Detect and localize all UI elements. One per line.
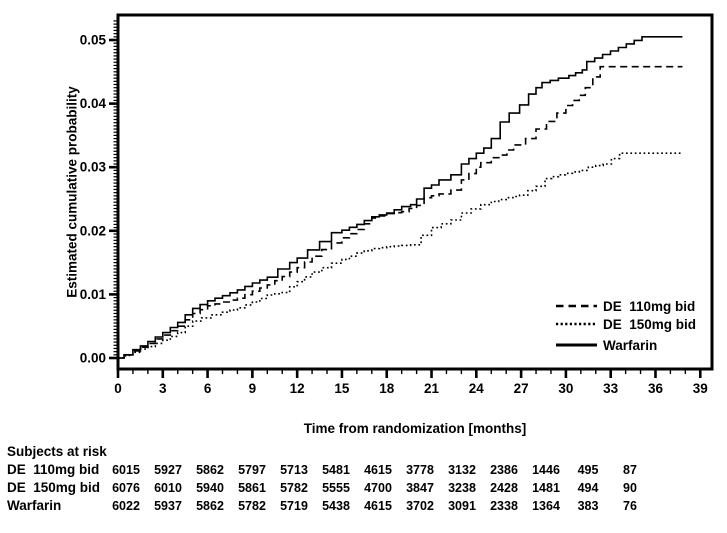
- x-tick-label: 27: [514, 381, 529, 396]
- risk-count: 3238: [448, 481, 476, 495]
- x-tick-label: 24: [469, 381, 485, 396]
- risk-count: 5797: [238, 463, 266, 477]
- risk-count: 5438: [322, 499, 350, 513]
- risk-count: 495: [577, 463, 599, 477]
- risk-count: 5555: [322, 481, 350, 495]
- risk-count: 4615: [364, 463, 392, 477]
- legend-label: DE 110mg bid: [603, 299, 695, 314]
- risk-count: 5713: [280, 463, 308, 477]
- risk-row-label: DE 150mg bid: [7, 480, 101, 495]
- risk-count: 5719: [280, 499, 308, 513]
- x-major-ticks: 0 3 6 9 12 15 18 21 24 27 30 33 36 39: [114, 369, 708, 396]
- x-tick-label: 9: [249, 381, 257, 396]
- risk-count: 5927: [154, 463, 182, 477]
- x-tick-label: 0: [114, 381, 122, 396]
- risk-count: 3091: [448, 499, 476, 513]
- risk-count: 2338: [490, 499, 518, 513]
- x-axis-title: Time from randomization [months]: [303, 421, 527, 436]
- legend: DE 110mg bid DE 150mg bid Warfarin: [556, 299, 696, 353]
- risk-count: 3702: [406, 499, 434, 513]
- risk-count: 87: [623, 463, 637, 477]
- x-tick-label: 12: [290, 381, 305, 396]
- risk-count: 76: [623, 499, 637, 513]
- risk-count: 494: [577, 481, 599, 495]
- risk-count: 6022: [112, 499, 140, 513]
- y-tick-label: 0.05: [80, 33, 107, 48]
- y-major-ticks: 0.00 0.01 0.02 0.03 0.04 0.05: [80, 33, 118, 366]
- risk-count: 4700: [364, 481, 392, 495]
- x-tick-label: 39: [693, 381, 708, 396]
- risk-count: 2386: [490, 463, 518, 477]
- risk-count: 383: [577, 499, 599, 513]
- risk-count: 90: [623, 481, 637, 495]
- risk-count: 3778: [406, 463, 434, 477]
- risk-count: 2428: [490, 481, 518, 495]
- risk-row-label: Warfarin: [7, 498, 62, 513]
- risk-count: 5937: [154, 499, 182, 513]
- y-tick-label: 0.02: [80, 223, 106, 238]
- y-tick-label: 0.00: [80, 351, 106, 366]
- x-tick-label: 6: [204, 381, 212, 396]
- risk-count: 1364: [532, 499, 560, 513]
- y-minor-ticks: [113, 20, 118, 359]
- curve-de-150mg-bid: [118, 152, 683, 359]
- risk-count: 6015: [112, 463, 140, 477]
- x-tick-label: 15: [334, 381, 350, 396]
- risk-count: 5861: [238, 481, 266, 495]
- risk-count: 1481: [532, 481, 560, 495]
- risk-count: 5782: [238, 499, 266, 513]
- x-tick-label: 21: [424, 381, 440, 396]
- risk-count: 5940: [196, 481, 224, 495]
- y-tick-label: 0.03: [80, 160, 107, 175]
- y-tick-label: 0.01: [80, 287, 107, 302]
- curve-de-110mg-bid: [118, 65, 683, 359]
- risk-count: 5862: [196, 463, 224, 477]
- risk-row-label: DE 110mg bid: [7, 462, 100, 477]
- legend-label: Warfarin: [603, 338, 657, 353]
- risk-count: 4615: [364, 499, 392, 513]
- x-tick-label: 18: [379, 381, 395, 396]
- risk-count: 3847: [406, 481, 434, 495]
- risk-count: 3132: [448, 463, 476, 477]
- legend-label: DE 150mg bid: [603, 317, 696, 332]
- risk-count: 5481: [322, 463, 350, 477]
- y-tick-label: 0.04: [80, 96, 107, 111]
- x-tick-label: 3: [159, 381, 167, 396]
- risk-count: 5782: [280, 481, 308, 495]
- x-tick-label: 30: [558, 381, 573, 396]
- risk-count: 6010: [154, 481, 182, 495]
- km-plot: 0.000.010.020.030.040.050 3 6 9 12 15 18 21 24 27…: [80, 13, 714, 396]
- curve-warfarin: [118, 36, 683, 359]
- plot-frame: [116, 13, 714, 371]
- subjects-at-risk-title: Subjects at risk: [7, 444, 107, 459]
- risk-count: 5862: [196, 499, 224, 513]
- risk-count: 1446: [532, 463, 560, 477]
- risk-count: 6076: [112, 481, 140, 495]
- x-tick-label: 36: [648, 381, 664, 396]
- x-tick-label: 33: [603, 381, 619, 396]
